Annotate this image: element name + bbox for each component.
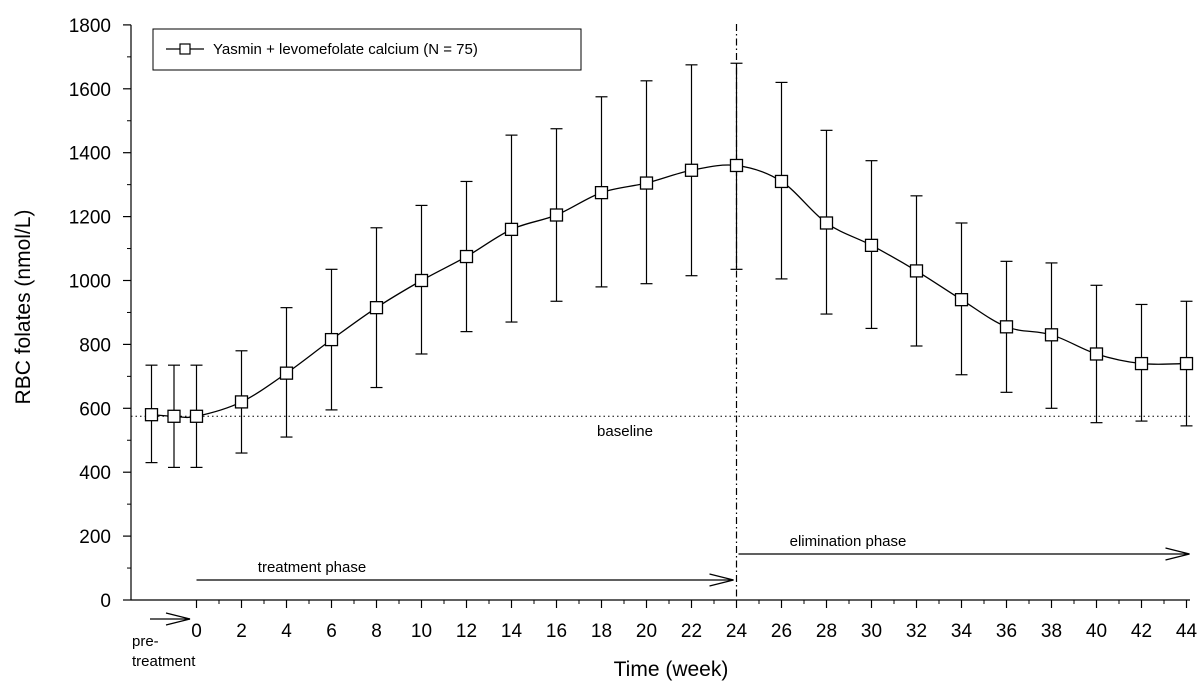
- legend-label: Yasmin + levomefolate calcium (N = 75): [213, 41, 478, 58]
- error-bars: [145, 62, 1193, 469]
- x-tick-label: 2: [236, 621, 247, 642]
- data-point-marker: [279, 366, 294, 380]
- data-point-marker: [189, 409, 204, 423]
- data-point-marker: [504, 222, 519, 237]
- data-point-marker: [324, 332, 339, 347]
- series-line-group: [151, 164, 1187, 419]
- x-tick-label: 6: [326, 621, 337, 642]
- x-tick-label: 8: [371, 621, 382, 642]
- phase-arrows: [150, 547, 1190, 626]
- data-point-marker: [414, 273, 429, 288]
- data-point-marker: [999, 320, 1014, 334]
- series-markers: [144, 158, 1194, 423]
- data-point-marker: [819, 216, 834, 230]
- data-point-marker: [1134, 356, 1149, 371]
- y-tick-label: 400: [79, 463, 111, 484]
- data-point-marker: [774, 174, 789, 189]
- x-tick-label: 22: [681, 621, 702, 642]
- x-tick-label: 18: [591, 621, 612, 642]
- data-point-marker: [729, 158, 744, 173]
- x-tick-label: 14: [501, 621, 523, 642]
- pre-treatment-label-line2: treatment: [132, 653, 196, 670]
- x-tick-label: 44: [1176, 621, 1198, 642]
- x-tick-label: 20: [636, 621, 657, 642]
- data-point-marker: [909, 264, 924, 278]
- data-point-marker: [1179, 356, 1194, 371]
- x-tick-label: 4: [281, 621, 292, 642]
- series-line: [151, 164, 1187, 419]
- data-point-marker: [459, 249, 474, 264]
- y-tick-label: 1400: [69, 144, 111, 165]
- data-point-marker: [1044, 328, 1059, 342]
- y-axis-title: RBC folates (nmol/L): [12, 210, 35, 405]
- data-point-marker: [954, 293, 969, 307]
- legend: Yasmin + levomefolate calcium (N = 75): [152, 28, 582, 71]
- data-point-marker: [1089, 347, 1104, 361]
- x-tick-label: 30: [861, 621, 882, 642]
- x-tick-label: 26: [771, 621, 792, 642]
- data-point-marker: [684, 163, 699, 177]
- data-point-marker: [144, 408, 159, 422]
- data-point-marker: [234, 395, 249, 409]
- legend-marker: [179, 43, 191, 55]
- legend-box: [152, 28, 582, 71]
- data-point-marker: [369, 301, 384, 315]
- x-tick-label: 42: [1131, 621, 1152, 642]
- data-point-marker: [594, 185, 609, 200]
- pre-treatment-label-line1: pre-: [132, 633, 159, 650]
- data-point-marker: [549, 208, 564, 222]
- y-tick-label: 200: [79, 527, 111, 548]
- x-tick-label: 28: [816, 621, 837, 642]
- x-tick-label: 10: [411, 621, 432, 642]
- x-tick-label: 36: [996, 621, 1017, 642]
- reference-lines: [131, 24, 1190, 600]
- y-tick-label: 0: [100, 591, 111, 612]
- y-tick-label: 1200: [69, 208, 111, 229]
- x-tick-label: 12: [456, 621, 477, 642]
- treatment-phase-arrow-head: [709, 573, 734, 587]
- y-tick-label: 1000: [69, 272, 111, 293]
- treatment-phase-label: treatment phase: [258, 559, 366, 576]
- data-point-marker: [864, 238, 879, 253]
- x-tick-label: 38: [1041, 621, 1062, 642]
- data-point-marker: [167, 409, 181, 423]
- baseline-label: baseline: [597, 423, 653, 440]
- x-tick-label: 16: [546, 621, 567, 642]
- y-tick-label: 1600: [69, 80, 111, 101]
- y-tick-label: 800: [79, 335, 111, 356]
- x-tick-label: 34: [951, 621, 973, 642]
- x-tick-label: 40: [1086, 621, 1107, 642]
- pre-treatment-arrow-head: [165, 612, 191, 626]
- x-tick-label: 24: [726, 621, 748, 642]
- elimination-phase-arrow-head: [1165, 547, 1190, 561]
- y-tick-label: 600: [79, 399, 111, 420]
- x-tick-label: 32: [906, 621, 927, 642]
- x-tick-label: 0: [191, 621, 202, 642]
- y-tick-label: 1800: [69, 16, 111, 37]
- x-axis-title: Time (week): [614, 658, 729, 681]
- elimination-phase-label: elimination phase: [790, 533, 907, 550]
- data-point-marker: [639, 176, 654, 190]
